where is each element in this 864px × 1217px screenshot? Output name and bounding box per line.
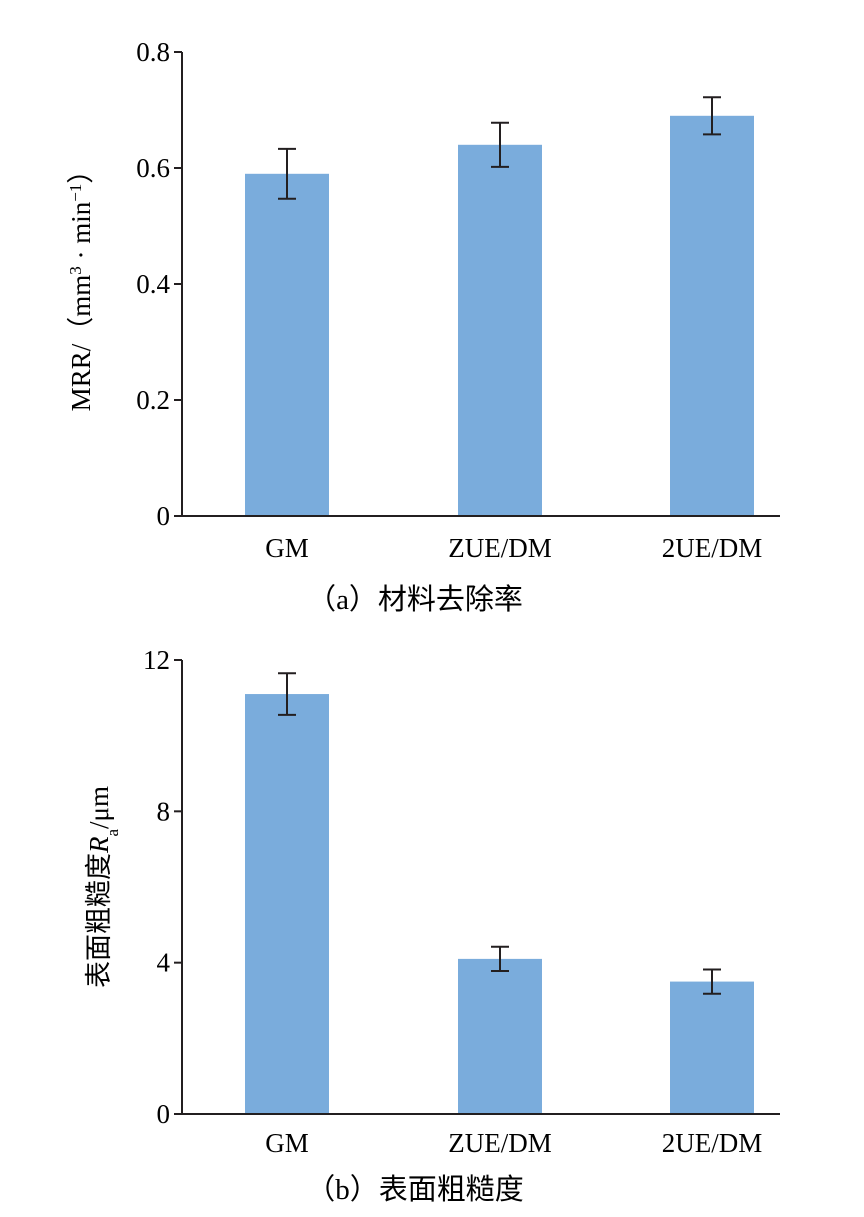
x-categories-mrr: GM ZUE/DM 2UE/DM bbox=[265, 533, 762, 563]
y-tick-label-roughness-3: 12 bbox=[143, 645, 170, 675]
x-category-label-mrr-2: 2UE/DM bbox=[662, 533, 763, 563]
x-category-label-roughness-1: ZUE/DM bbox=[448, 1128, 552, 1158]
bar-roughness-2 bbox=[670, 981, 754, 1114]
error-bar-roughness-1 bbox=[491, 945, 509, 972]
caption-a: （a）材料去除率 bbox=[307, 583, 523, 616]
bar-roughness-1 bbox=[458, 958, 542, 1114]
y-tick-label-mrr-1: 0.2 bbox=[136, 385, 170, 415]
x-category-label-mrr-1: ZUE/DM bbox=[448, 533, 552, 563]
y-tick-label-roughness-1: 4 bbox=[157, 948, 171, 978]
error-bar-roughness-0 bbox=[278, 672, 296, 716]
error-bar-mrr-0 bbox=[278, 147, 296, 200]
bars-roughness bbox=[245, 694, 754, 1114]
y-axis-label-roughness: 表面粗糙度Ra/μm bbox=[84, 786, 122, 988]
y-tick-label-mrr-2: 0.4 bbox=[136, 269, 170, 299]
error-bars-mrr bbox=[278, 96, 721, 200]
y-ticks-roughness: 0 4 8 12 bbox=[143, 645, 182, 1129]
y-tick-label-mrr-3: 0.6 bbox=[136, 153, 170, 183]
y-tick-label-roughness-0: 0 bbox=[157, 1099, 171, 1129]
chart-material-removal-rate: 0 0.2 0.4 0.6 0.8 GM ZUE/DM 2UE/DM MRR/（mm3 · … bbox=[66, 37, 780, 616]
x-category-label-mrr-0: GM bbox=[265, 533, 309, 563]
bar-roughness-0 bbox=[245, 694, 329, 1114]
y-ticks-mrr: 0 0.2 0.4 0.6 0.8 bbox=[136, 37, 182, 531]
x-category-label-roughness-2: 2UE/DM bbox=[662, 1128, 763, 1158]
bar-mrr-1 bbox=[458, 144, 542, 517]
caption-b: （b）表面粗糙度 bbox=[306, 1173, 524, 1206]
y-axis-label-mrr: MRR/（mm3 · min−1） bbox=[66, 157, 97, 412]
x-categories-roughness: GM ZUE/DM 2UE/DM bbox=[265, 1128, 762, 1158]
bars-mrr bbox=[245, 115, 754, 517]
error-bar-mrr-2 bbox=[703, 96, 721, 136]
error-bar-roughness-2 bbox=[703, 968, 721, 995]
x-category-label-roughness-0: GM bbox=[265, 1128, 309, 1158]
y-tick-label-roughness-2: 8 bbox=[157, 796, 171, 826]
bar-mrr-0 bbox=[245, 173, 329, 517]
y-tick-label-mrr-0: 0 bbox=[157, 501, 171, 531]
bar-mrr-2 bbox=[670, 115, 754, 517]
error-bar-mrr-1 bbox=[491, 121, 509, 168]
chart-surface-roughness: 0 4 8 12 GM ZUE/DM 2UE/DM 表面粗糙度Ra/μm （b）表面粗糙度 bbox=[84, 645, 780, 1206]
error-bars-roughness bbox=[278, 672, 721, 995]
y-tick-label-mrr-4: 0.8 bbox=[136, 37, 170, 67]
